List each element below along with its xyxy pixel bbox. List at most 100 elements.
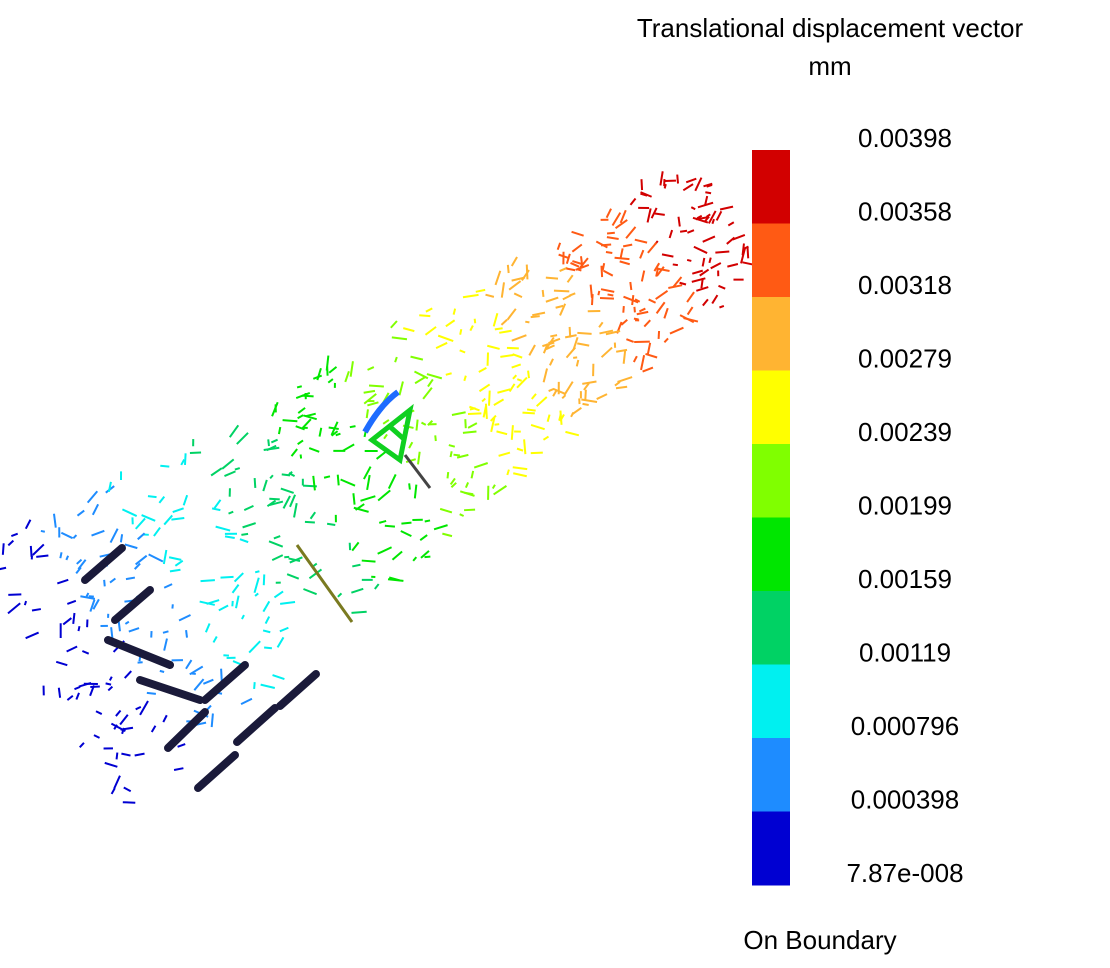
vector: [162, 549, 168, 565]
vector: [62, 617, 72, 626]
vector: [260, 683, 276, 690]
vector: [677, 216, 681, 227]
vector: [702, 298, 709, 307]
vector: [672, 263, 678, 267]
vector: [93, 734, 100, 739]
vector: [124, 670, 132, 679]
vector: [511, 334, 527, 342]
vector: [135, 705, 142, 711]
vector: [221, 458, 235, 470]
vector: [583, 382, 590, 391]
vector: [719, 205, 734, 211]
vector: [56, 578, 69, 585]
vector: [200, 579, 215, 583]
vector: [445, 372, 452, 376]
vector: [741, 243, 745, 256]
legend-label: 0.00239: [858, 417, 952, 447]
vector: [732, 234, 746, 241]
vector: [512, 374, 518, 380]
vector: [482, 405, 487, 418]
legend-label: 0.00318: [858, 270, 952, 300]
vector: [308, 568, 323, 580]
vector: [103, 579, 106, 587]
vector: [146, 691, 156, 695]
vector: [597, 290, 601, 296]
vector: [242, 522, 256, 529]
vector: [367, 366, 375, 371]
vector: [545, 276, 559, 280]
vector: [323, 475, 331, 479]
vector: [66, 694, 74, 701]
vector: [605, 208, 612, 219]
vector: [582, 402, 589, 407]
vector: [711, 218, 715, 225]
vector: [312, 475, 316, 491]
legend-swatch: [752, 517, 790, 592]
vector: [288, 472, 296, 477]
vector: [378, 519, 387, 524]
vector: [499, 329, 512, 334]
vector: [562, 294, 572, 301]
vector: [248, 640, 261, 654]
vector: [439, 507, 453, 514]
vector: [66, 599, 77, 605]
vector: [459, 349, 466, 354]
vector: [204, 623, 211, 633]
legend-swatch: [752, 591, 790, 665]
vector: [351, 541, 360, 552]
legend-title: Translational displacement vector: [637, 13, 1024, 43]
vector: [442, 532, 453, 538]
vector: [622, 243, 633, 248]
vector: [169, 568, 181, 573]
vector: [663, 337, 669, 343]
vector: [616, 348, 628, 353]
vector: [661, 253, 674, 258]
vector: [568, 326, 572, 338]
vector: [419, 314, 431, 318]
vector: [363, 466, 372, 480]
vector: [653, 262, 661, 272]
vector: [598, 321, 604, 328]
vector: [301, 418, 312, 429]
vector: [312, 562, 318, 567]
vector: [171, 517, 185, 521]
vector: [318, 427, 323, 437]
vector: [92, 598, 100, 610]
legend: 0.00398 0.00358 0.00318 0.00279 0.00239 0.001…: [752, 123, 964, 888]
vector: [174, 559, 184, 567]
vector: [182, 494, 189, 506]
vector: [124, 620, 130, 625]
vector: [740, 248, 746, 264]
vector: [622, 349, 627, 364]
vector: [434, 435, 437, 442]
vector: [500, 282, 505, 298]
vector: [80, 595, 96, 600]
vector: [367, 401, 379, 407]
vector: [473, 318, 477, 324]
vector: [718, 284, 726, 290]
vector: [516, 376, 528, 389]
vector: [523, 439, 527, 455]
vector: [532, 311, 546, 317]
vector: [122, 801, 136, 804]
vector: [663, 307, 669, 319]
vector: [415, 419, 419, 431]
vector: [282, 495, 291, 509]
vector: [469, 407, 476, 411]
vector: [511, 363, 522, 369]
vector: [289, 556, 303, 564]
vector: [727, 221, 735, 227]
vector: [640, 179, 644, 191]
support: [164, 708, 209, 752]
vector: [269, 497, 280, 501]
vector: [450, 482, 457, 488]
vector: [693, 245, 708, 254]
vector: [210, 467, 223, 477]
vector: [109, 577, 116, 584]
vector: [420, 550, 430, 559]
vector: [81, 650, 90, 655]
vector: [590, 294, 594, 306]
vector: [516, 447, 524, 452]
vector: [400, 530, 412, 538]
